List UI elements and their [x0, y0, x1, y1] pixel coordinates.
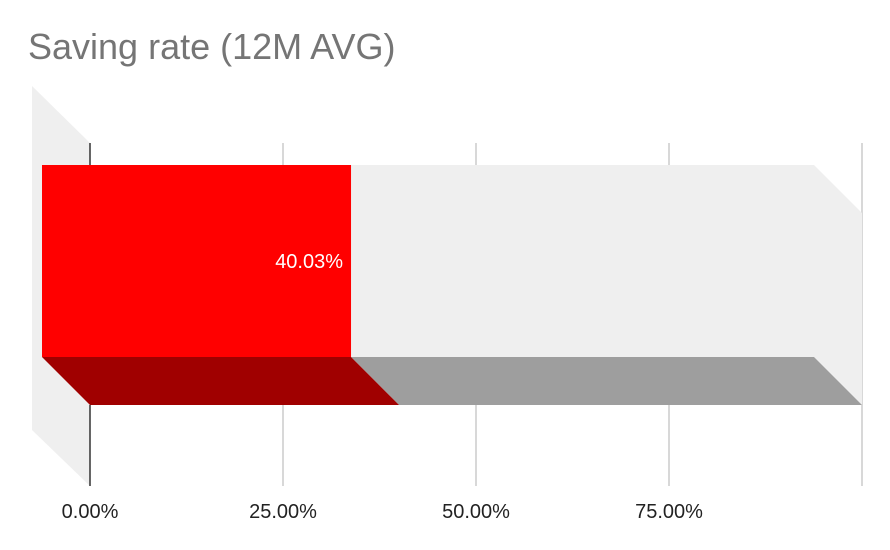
track-front-face: [351, 165, 814, 357]
data-label: 40.03%: [275, 251, 343, 273]
x-tick-label: 50.00%: [442, 501, 510, 523]
track-bottom-face: [351, 357, 862, 405]
data-labels: 40.03%: [275, 251, 343, 273]
chart-title: Saving rate (12M AVG): [28, 26, 396, 67]
x-tick-label: 75.00%: [635, 501, 703, 523]
x-tick-label: 25.00%: [249, 501, 317, 523]
x-axis-tick-labels: 0.00% 25.00% 50.00% 75.00%: [62, 501, 703, 523]
bar-series: [42, 165, 862, 405]
track-end-face: [814, 165, 862, 405]
bar-front-face: [42, 165, 352, 357]
x-tick-label: 0.00%: [62, 501, 119, 523]
bar-bottom-face: [42, 357, 400, 405]
